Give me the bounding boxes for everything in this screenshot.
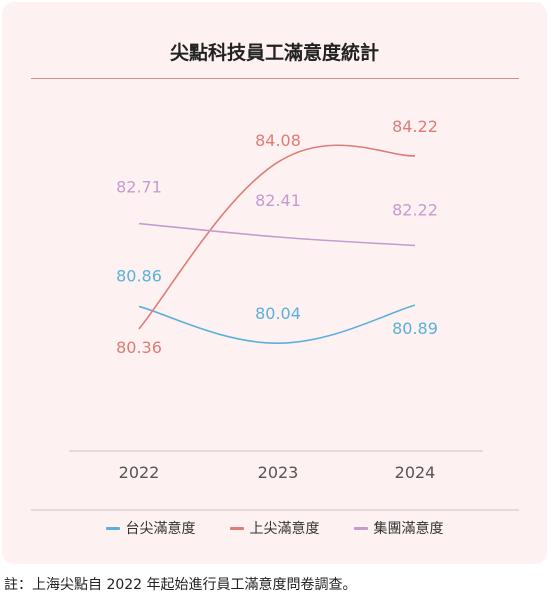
series-line-1 bbox=[138, 144, 416, 330]
data-label-series-0-point-2: 80.89 bbox=[392, 319, 438, 338]
chart-title: 尖點科技員工滿意度統計 bbox=[169, 42, 379, 64]
title-divider bbox=[31, 78, 519, 79]
legend-label-2: 集團滿意度 bbox=[373, 521, 444, 537]
series-line-2 bbox=[138, 222, 416, 247]
line-chart: 2022 2023 2024 80.86 80.04 80.89 80.36 84.08 84.… bbox=[31, 117, 519, 511]
x-tick-label-2023: 2023 bbox=[258, 463, 299, 482]
chart-card: 尖點科技員工滿意度統計 2022 2023 2024 80.86 80.04 80.89 8… bbox=[2, 2, 547, 564]
data-label-series-2-point-2: 82.22 bbox=[392, 201, 438, 220]
data-label-series-0-point-1: 80.04 bbox=[255, 304, 301, 323]
legend-swatch-1 bbox=[229, 526, 244, 530]
data-label-series-1-point-1: 84.08 bbox=[255, 131, 301, 150]
series-line-0 bbox=[138, 304, 416, 345]
chart-legend: 台尖滿意度 上尖滿意度 集團滿意度 bbox=[2, 518, 547, 538]
legend-item-0: 台尖滿意度 bbox=[105, 518, 196, 538]
data-label-series-2-point-1: 82.41 bbox=[255, 191, 301, 210]
footnote: 註：上海尖點自 2022 年起始進行員工滿意度問卷調查。 bbox=[4, 577, 357, 593]
data-label-series-2-point-0: 82.71 bbox=[116, 178, 162, 197]
legend-swatch-0 bbox=[105, 526, 120, 530]
legend-label-0: 台尖滿意度 bbox=[125, 521, 196, 537]
legend-label-1: 上尖滿意度 bbox=[249, 521, 320, 537]
x-tick-label-2024: 2024 bbox=[395, 463, 436, 482]
x-tick-label-2022: 2022 bbox=[119, 463, 160, 482]
data-label-series-0-point-0: 80.86 bbox=[116, 266, 162, 285]
data-label-series-1-point-2: 84.22 bbox=[392, 117, 438, 136]
legend-item-2: 集團滿意度 bbox=[353, 518, 444, 538]
legend-swatch-2 bbox=[353, 526, 368, 530]
data-label-series-1-point-0: 80.36 bbox=[116, 338, 162, 357]
legend-item-1: 上尖滿意度 bbox=[229, 518, 320, 538]
